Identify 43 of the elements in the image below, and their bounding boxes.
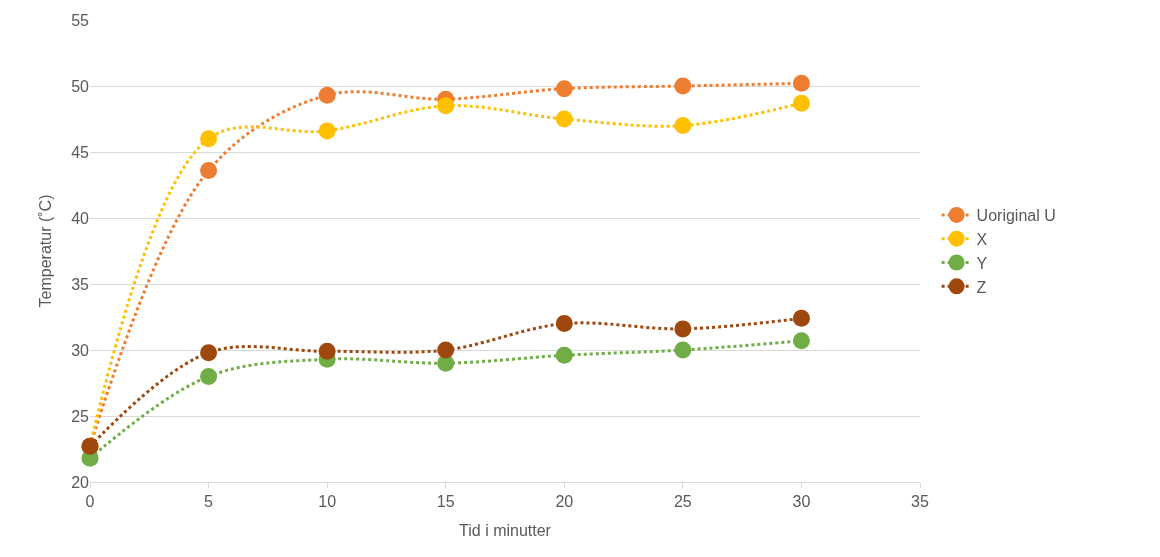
- point: [792, 94, 810, 112]
- point: [318, 122, 336, 140]
- point: [318, 86, 336, 104]
- point: [555, 315, 573, 333]
- point: [437, 341, 455, 359]
- point: [792, 309, 810, 327]
- x-axis-title: Tid i minutter: [459, 521, 552, 539]
- point: [674, 341, 692, 359]
- point: [200, 161, 218, 179]
- x-tick-label: 30: [792, 493, 811, 511]
- point: [318, 342, 336, 360]
- x-tick-label: 15: [436, 493, 455, 511]
- point: [555, 80, 573, 98]
- point: [792, 74, 810, 92]
- point: [437, 97, 455, 115]
- point: [555, 110, 573, 128]
- legend-label: X: [976, 230, 988, 248]
- y-tick-label: 45: [71, 143, 90, 161]
- legend-label: Z: [976, 278, 987, 296]
- y-axis-title: Temperatur (˚C): [37, 194, 55, 308]
- y-tick-label: 40: [71, 209, 90, 227]
- x-tick-label: 10: [318, 493, 337, 511]
- point: [200, 367, 218, 385]
- legend-label: Uoriginal U: [976, 207, 1056, 225]
- point: [555, 346, 573, 364]
- x-tick-label: 0: [85, 493, 95, 511]
- point: [674, 117, 692, 135]
- y-tick-label: 30: [71, 341, 90, 359]
- x-tick-label: 20: [555, 493, 574, 511]
- y-tick-label: 55: [71, 11, 90, 29]
- y-tick-label: 20: [71, 473, 90, 491]
- y-tick-label: 35: [71, 275, 90, 293]
- y-tick-label: 25: [71, 407, 90, 425]
- point: [200, 344, 218, 362]
- point: [792, 332, 810, 350]
- x-tick-label: 25: [673, 493, 692, 511]
- y-tick-label: 50: [71, 77, 90, 95]
- legend-label: Y: [976, 254, 988, 272]
- point: [674, 77, 692, 95]
- x-tick-label: 35: [911, 493, 929, 511]
- x-tick-label: 5: [204, 493, 214, 511]
- point: [200, 130, 218, 148]
- point: [674, 320, 692, 338]
